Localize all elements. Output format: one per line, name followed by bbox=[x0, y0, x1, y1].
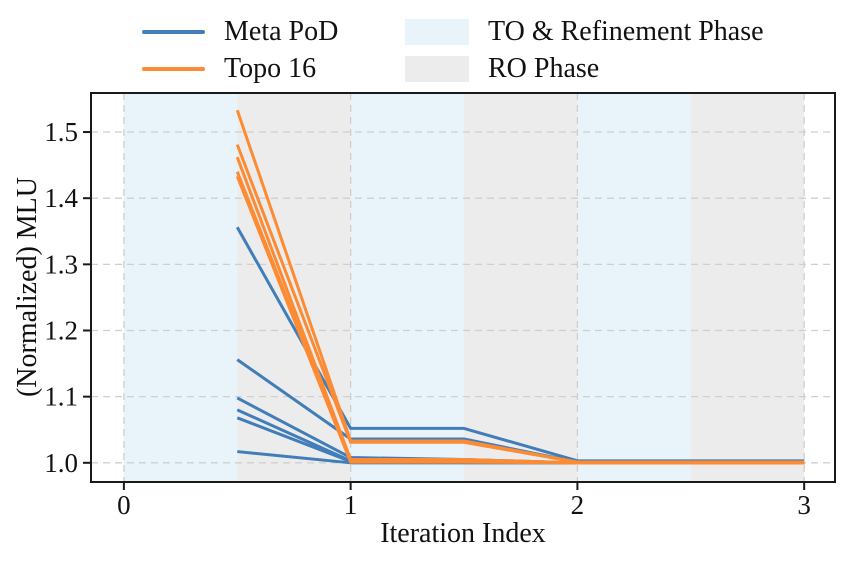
x-axis-title: Iteration Index bbox=[380, 518, 546, 549]
legend-item-meta-pod: Meta PoD bbox=[142, 17, 338, 47]
y-tick-label: 1.5 bbox=[44, 117, 78, 147]
legend-label-ro-phase: RO Phase bbox=[488, 53, 600, 84]
series-line-topo16 bbox=[235, 175, 805, 465]
y-tick-label: 1.0 bbox=[44, 448, 78, 478]
x-tick-label: 1 bbox=[344, 490, 358, 520]
phase-band-to-phase bbox=[123, 93, 238, 482]
x-tick-label: 3 bbox=[797, 490, 811, 520]
ro-phase-patch-swatch bbox=[405, 56, 469, 82]
phase-band-to-phase bbox=[577, 93, 691, 482]
plot-border bbox=[90, 92, 836, 483]
to-phase-patch-swatch bbox=[405, 19, 469, 45]
topo16-line-swatch bbox=[142, 67, 205, 71]
phase-band-to-phase bbox=[350, 93, 465, 482]
x-tick-label: 2 bbox=[571, 490, 585, 520]
x-tick-label: 0 bbox=[117, 490, 131, 520]
legend-item-ro-phase: RO Phase bbox=[405, 54, 599, 84]
legend-label-meta-pod: Meta PoD bbox=[224, 16, 339, 47]
y-tick-label: 1.4 bbox=[44, 183, 78, 213]
y-axis-title: (Normalized) MLU bbox=[12, 176, 43, 398]
phase-band-ro-phase bbox=[464, 93, 578, 482]
legend-label-topo16: Topo 16 bbox=[224, 53, 317, 84]
y-tick-label: 1.3 bbox=[44, 249, 78, 279]
y-tick-label: 1.1 bbox=[44, 382, 78, 412]
legend-item-topo16: Topo 16 bbox=[142, 54, 316, 84]
legend-label-to-phase: TO & Refinement Phase bbox=[488, 16, 764, 47]
y-tick-label: 1.2 bbox=[44, 316, 78, 346]
meta-pod-line-swatch bbox=[142, 30, 205, 34]
phase-band-ro-phase bbox=[690, 93, 805, 482]
legend-item-to-phase: TO & Refinement Phase bbox=[405, 17, 764, 47]
